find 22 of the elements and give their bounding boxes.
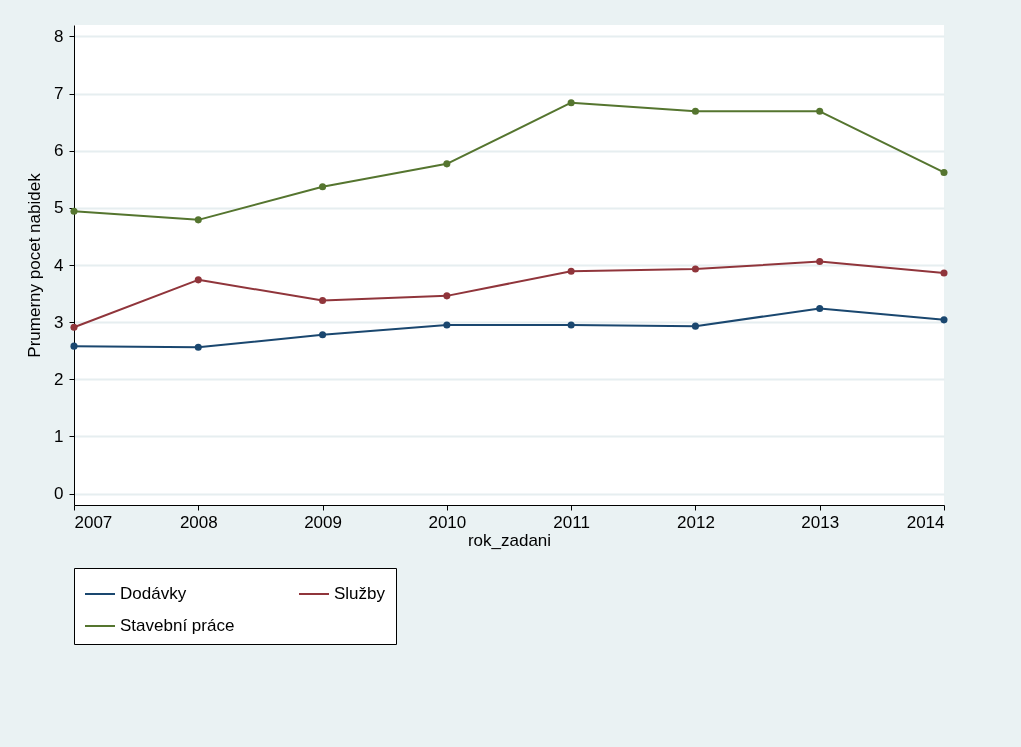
legend-label: Dodávky (120, 584, 187, 603)
x-tick-label: 2012 (677, 512, 715, 532)
y-tick-label: 0 (54, 484, 64, 504)
x-tick-label: 2010 (428, 512, 467, 532)
y-tick-label: 2 (54, 369, 64, 389)
x-tick-label: 2007 (74, 512, 113, 532)
y-tick-label: 3 (54, 312, 64, 332)
y-tick-label: 8 (54, 26, 64, 46)
y-axis-title: Prumerny pocet nabidek (25, 172, 45, 358)
x-axis-title: rok_zadani (467, 530, 552, 550)
y-tick-label: 7 (54, 84, 64, 104)
x-tick-label: 2009 (304, 512, 342, 532)
y-tick-label: 1 (54, 426, 64, 446)
x-tick-label: 2008 (179, 512, 218, 532)
legend-label: Služby (334, 584, 386, 603)
x-tick-label: 2014 (906, 512, 945, 532)
x-tick-label: 2013 (801, 512, 840, 532)
y-tick-label: 5 (54, 198, 64, 218)
y-tick-label: 6 (54, 141, 64, 161)
legend-label: Stavební práce (120, 616, 235, 635)
y-tick-label: 4 (54, 255, 64, 275)
x-tick-label: 2011 (553, 512, 590, 532)
